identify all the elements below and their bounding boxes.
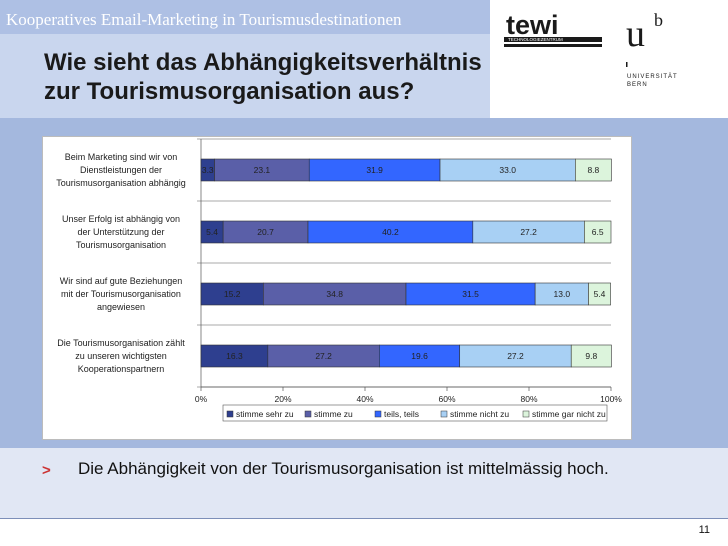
x-tick-label: 60% [438,394,455,404]
data-label: 27.2 [315,351,332,361]
data-label: 5.4 [594,289,606,299]
data-label: 27.2 [507,351,524,361]
legend-swatch [374,410,382,418]
data-label: 19.6 [411,351,428,361]
category-label: Beim Marketing sind wir von [65,152,178,162]
legend-swatch [522,410,530,418]
page-number: 11 [698,524,710,536]
category-label: mit der Tourismusorganisation [61,289,181,299]
legend-label: teils, teils [384,409,419,419]
data-label: 8.8 [587,165,599,175]
data-label: 3.3 [202,165,214,175]
slide-title: Wie sieht das Abhängigkeitsverhältnis zu… [44,48,514,106]
university-bern-logo: u b UNIVERSITÄT BERN [626,10,678,88]
x-tick-label: 100% [600,394,622,404]
data-label: 16.3 [226,351,243,361]
bullet-marker: > [42,462,51,479]
legend-label: stimme nicht zu [450,409,509,419]
header-top-strip [0,0,490,34]
category-label: Wir sind auf gute Beziehungen [60,276,183,286]
x-tick-label: 40% [356,394,373,404]
legend-swatch [304,410,312,418]
data-label: 9.8 [585,351,597,361]
category-label: angewiesen [97,302,145,312]
bar-segment [575,158,612,182]
bar-segment [570,344,612,368]
category-label: der Unterstützung der [77,227,164,237]
category-label: Die Tourismusorganisation zählt [57,338,185,348]
category-label: Dienstleistungen der [80,165,162,175]
x-tick-label: 20% [274,394,291,404]
data-label: 27.2 [520,227,537,237]
category-label: Unser Erfolg ist abhängig von [62,214,180,224]
data-label: 40.2 [382,227,399,237]
stacked-bar-chart: 0% 20% 40% 60% 80% 100% Beim Marketing sind wi… [56,138,622,422]
data-label: 6.5 [592,227,604,237]
category-label: Tourismusorganisation abhängig [56,178,186,188]
slide-title-line-2: zur Tourismusorganisation aus? [44,78,415,105]
unibe-logo-line-2: BERN [627,82,648,88]
bar-segment [584,220,612,244]
category-label: Kooperationspartnern [78,364,165,374]
presentation-banner: Kooperatives Email-Marketing in Tourismu… [6,10,402,29]
x-tick-label: 80% [520,394,537,404]
legend-label: stimme sehr zu [236,409,294,419]
x-tick-label: 0% [195,394,208,404]
bullet-band [0,448,728,518]
footer-divider [0,518,728,519]
data-label: 20.7 [257,227,274,237]
data-label: 5.4 [206,227,218,237]
legend-swatch [226,410,234,418]
category-label: Tourismusorganisation [76,240,166,250]
data-label: 15.2 [224,289,241,299]
data-label: 31.5 [462,289,479,299]
bar-segment [588,282,611,306]
legend-label: stimme gar nicht zu [532,409,606,419]
data-label: 13.0 [554,289,571,299]
legend-label: stimme zu [314,409,353,419]
legend-swatch [440,410,448,418]
data-label: 23.1 [254,165,271,175]
slide-title-line-1: Wie sieht das Abhängigkeitsverhältnis [44,49,482,76]
bullet-text: Die Abhängigkeit von der Tourismusorgani… [78,459,609,478]
chart-container: 0% 20% 40% 60% 80% 100% Beim Marketing sind wi… [42,136,632,440]
unibe-logo-line-1: UNIVERSITÄT [627,73,678,80]
data-label: 33.0 [499,165,516,175]
category-label: zu unseren wichtigsten [75,351,167,361]
data-label: 31.9 [366,165,383,175]
unibe-logo-superscript: b [654,10,663,30]
tewi-logo-subtext: TECHNOLOGIEZENTRUM [508,37,563,42]
data-label: 34.8 [326,289,343,299]
tewi-logo: tewi TECHNOLOGIEZENTRUM [504,10,602,47]
legend-box [222,404,608,422]
unibe-logo-mark: u [626,13,645,55]
tewi-logo-text: tewi [506,10,559,40]
